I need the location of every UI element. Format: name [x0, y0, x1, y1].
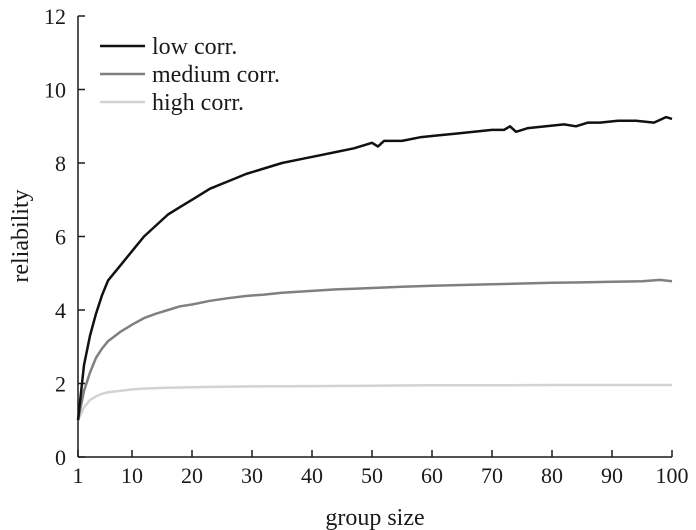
x-tick-label: 40	[301, 463, 323, 488]
x-tick-label: 80	[541, 463, 563, 488]
y-tick-label: 6	[55, 225, 66, 250]
series-line-low-corr	[76, 115, 673, 421]
legend-item-high-corr: high corr.	[100, 90, 244, 116]
x-tick-label: 100	[656, 463, 689, 488]
y-tick-label: 4	[55, 298, 66, 323]
series-line-medium-corr	[76, 278, 673, 421]
legend-label-high-corr: high corr.	[152, 90, 244, 116]
y-axis-title: reliability	[8, 189, 34, 282]
x-tick-label: 20	[181, 463, 203, 488]
legend: low corr. medium corr. high corr.	[100, 34, 280, 116]
legend-label-medium-corr: medium corr.	[152, 62, 280, 88]
y-tick-label: 10	[44, 78, 66, 103]
y-tick-label: 0	[55, 445, 66, 470]
series-line-high-corr	[76, 383, 672, 421]
x-tick-label: 90	[601, 463, 623, 488]
x-tick-label: 10	[121, 463, 143, 488]
x-tick-label: 60	[421, 463, 443, 488]
legend-item-medium-corr: medium corr.	[100, 62, 280, 88]
y-tick-label: 2	[55, 372, 66, 397]
legend-label-low-corr: low corr.	[152, 34, 237, 60]
y-tick-label: 12	[44, 4, 66, 29]
ticks: 1 10 20 30 40 50 60 70 80 90 100 0 2 4 6 8 10 12	[44, 4, 689, 488]
x-axis-title: group size	[325, 505, 424, 530]
x-tick-label: 1	[73, 463, 84, 488]
x-tick-label: 50	[361, 463, 383, 488]
x-tick-label: 70	[481, 463, 503, 488]
legend-item-low-corr: low corr.	[100, 34, 237, 60]
series-lines	[76, 115, 673, 421]
x-tick-label: 30	[241, 463, 263, 488]
y-tick-label: 8	[55, 151, 66, 176]
